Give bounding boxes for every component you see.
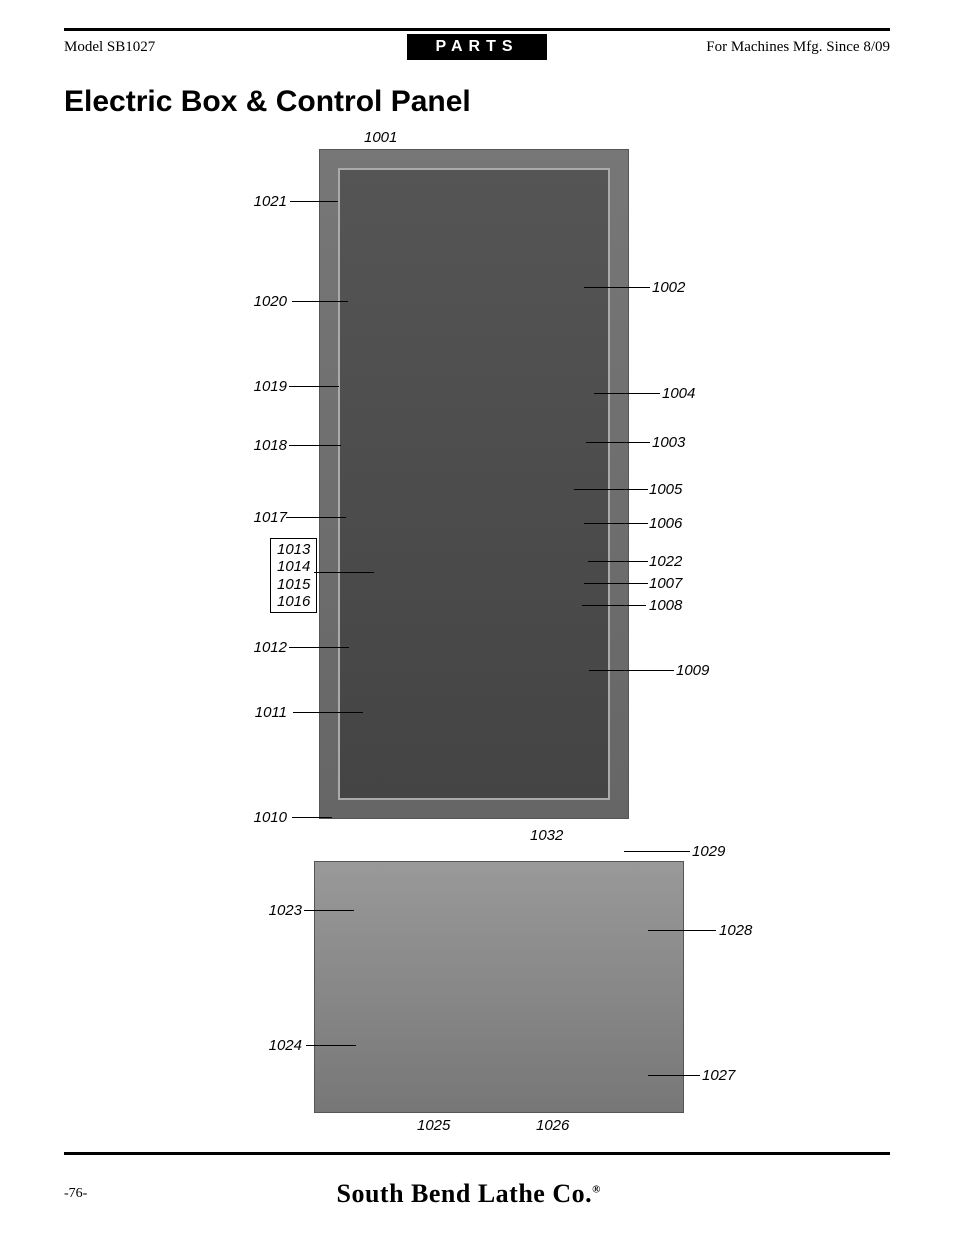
lead-1011 bbox=[293, 712, 363, 713]
callout-1032: 1032 bbox=[530, 827, 563, 844]
callout-1006: 1006 bbox=[649, 515, 682, 532]
lead-1004 bbox=[594, 393, 660, 394]
footer-rule bbox=[64, 1152, 890, 1155]
callout-1021: 1021 bbox=[254, 193, 287, 210]
callout-1028: 1028 bbox=[719, 922, 752, 939]
lead-1006 bbox=[584, 523, 648, 524]
callout-1024: 1024 bbox=[269, 1037, 302, 1054]
lead-1007 bbox=[584, 583, 648, 584]
registered-mark: ® bbox=[592, 1183, 601, 1195]
lead-1012 bbox=[289, 647, 349, 648]
lead-1018 bbox=[289, 445, 341, 446]
lead-1024 bbox=[306, 1045, 356, 1046]
callout-1007: 1007 bbox=[649, 575, 682, 592]
callout-1008: 1008 bbox=[649, 597, 682, 614]
callout-1003: 1003 bbox=[652, 434, 685, 451]
callout-1013: 1013 bbox=[277, 541, 310, 558]
lead-1019 bbox=[289, 386, 339, 387]
footer: -76- South Bend Lathe Co.® bbox=[64, 1179, 890, 1209]
callout-1015: 1015 bbox=[277, 576, 310, 593]
lead-1029 bbox=[624, 851, 690, 852]
callout-1018: 1018 bbox=[254, 437, 287, 454]
callout-1014: 1014 bbox=[277, 558, 310, 575]
callout-1001: 1001 bbox=[364, 129, 397, 146]
brand-name: South Bend Lathe Co.® bbox=[87, 1179, 850, 1209]
electric-box-photo bbox=[319, 149, 629, 819]
callout-1002: 1002 bbox=[652, 279, 685, 296]
lead-1005 bbox=[574, 489, 648, 490]
callout-1020: 1020 bbox=[254, 293, 287, 310]
lead-1003 bbox=[586, 442, 650, 443]
lead-1009 bbox=[589, 670, 674, 671]
callout-1011: 1011 bbox=[255, 704, 287, 721]
top-rule bbox=[64, 28, 890, 31]
lead-1020 bbox=[292, 301, 348, 302]
brand-text: South Bend Lathe Co. bbox=[336, 1179, 592, 1208]
header-mfg: For Machines Mfg. Since 8/09 bbox=[547, 39, 890, 56]
lead-1028 bbox=[648, 930, 716, 931]
callout-1025: 1025 bbox=[417, 1117, 450, 1134]
callout-1009: 1009 bbox=[676, 662, 709, 679]
callout-1026: 1026 bbox=[536, 1117, 569, 1134]
callout-1005: 1005 bbox=[649, 481, 682, 498]
page-title: Electric Box & Control Panel bbox=[64, 85, 890, 119]
callout-1023: 1023 bbox=[269, 902, 302, 919]
diagram-area: 1001 1021 1020 1019 1018 1017 1012 1011 1010 1002… bbox=[64, 129, 890, 1139]
page-number: -76- bbox=[64, 1186, 87, 1202]
callout-1012: 1012 bbox=[254, 639, 287, 656]
callout-1017: 1017 bbox=[254, 509, 287, 526]
callout-1029: 1029 bbox=[692, 843, 725, 860]
lead-1010 bbox=[292, 817, 332, 818]
header-model: Model SB1027 bbox=[64, 39, 407, 56]
lead-1008 bbox=[582, 605, 646, 606]
lead-1021 bbox=[290, 201, 338, 202]
lead-group bbox=[314, 572, 374, 573]
lead-1027 bbox=[648, 1075, 700, 1076]
callout-1022: 1022 bbox=[649, 553, 682, 570]
control-panel-photo bbox=[314, 861, 684, 1113]
callout-1016: 1016 bbox=[277, 593, 310, 610]
callout-1019: 1019 bbox=[254, 378, 287, 395]
callout-1004: 1004 bbox=[662, 385, 695, 402]
lead-1017 bbox=[286, 517, 346, 518]
lead-1002 bbox=[584, 287, 650, 288]
callout-1010: 1010 bbox=[254, 809, 287, 826]
lead-1023 bbox=[304, 910, 354, 911]
callout-1027: 1027 bbox=[702, 1067, 735, 1084]
header-bar: Model SB1027 PARTS For Machines Mfg. Sin… bbox=[64, 35, 890, 59]
callout-group: 1013101410151016 bbox=[270, 538, 317, 613]
header-section: PARTS bbox=[407, 34, 546, 60]
lead-1022 bbox=[588, 561, 648, 562]
